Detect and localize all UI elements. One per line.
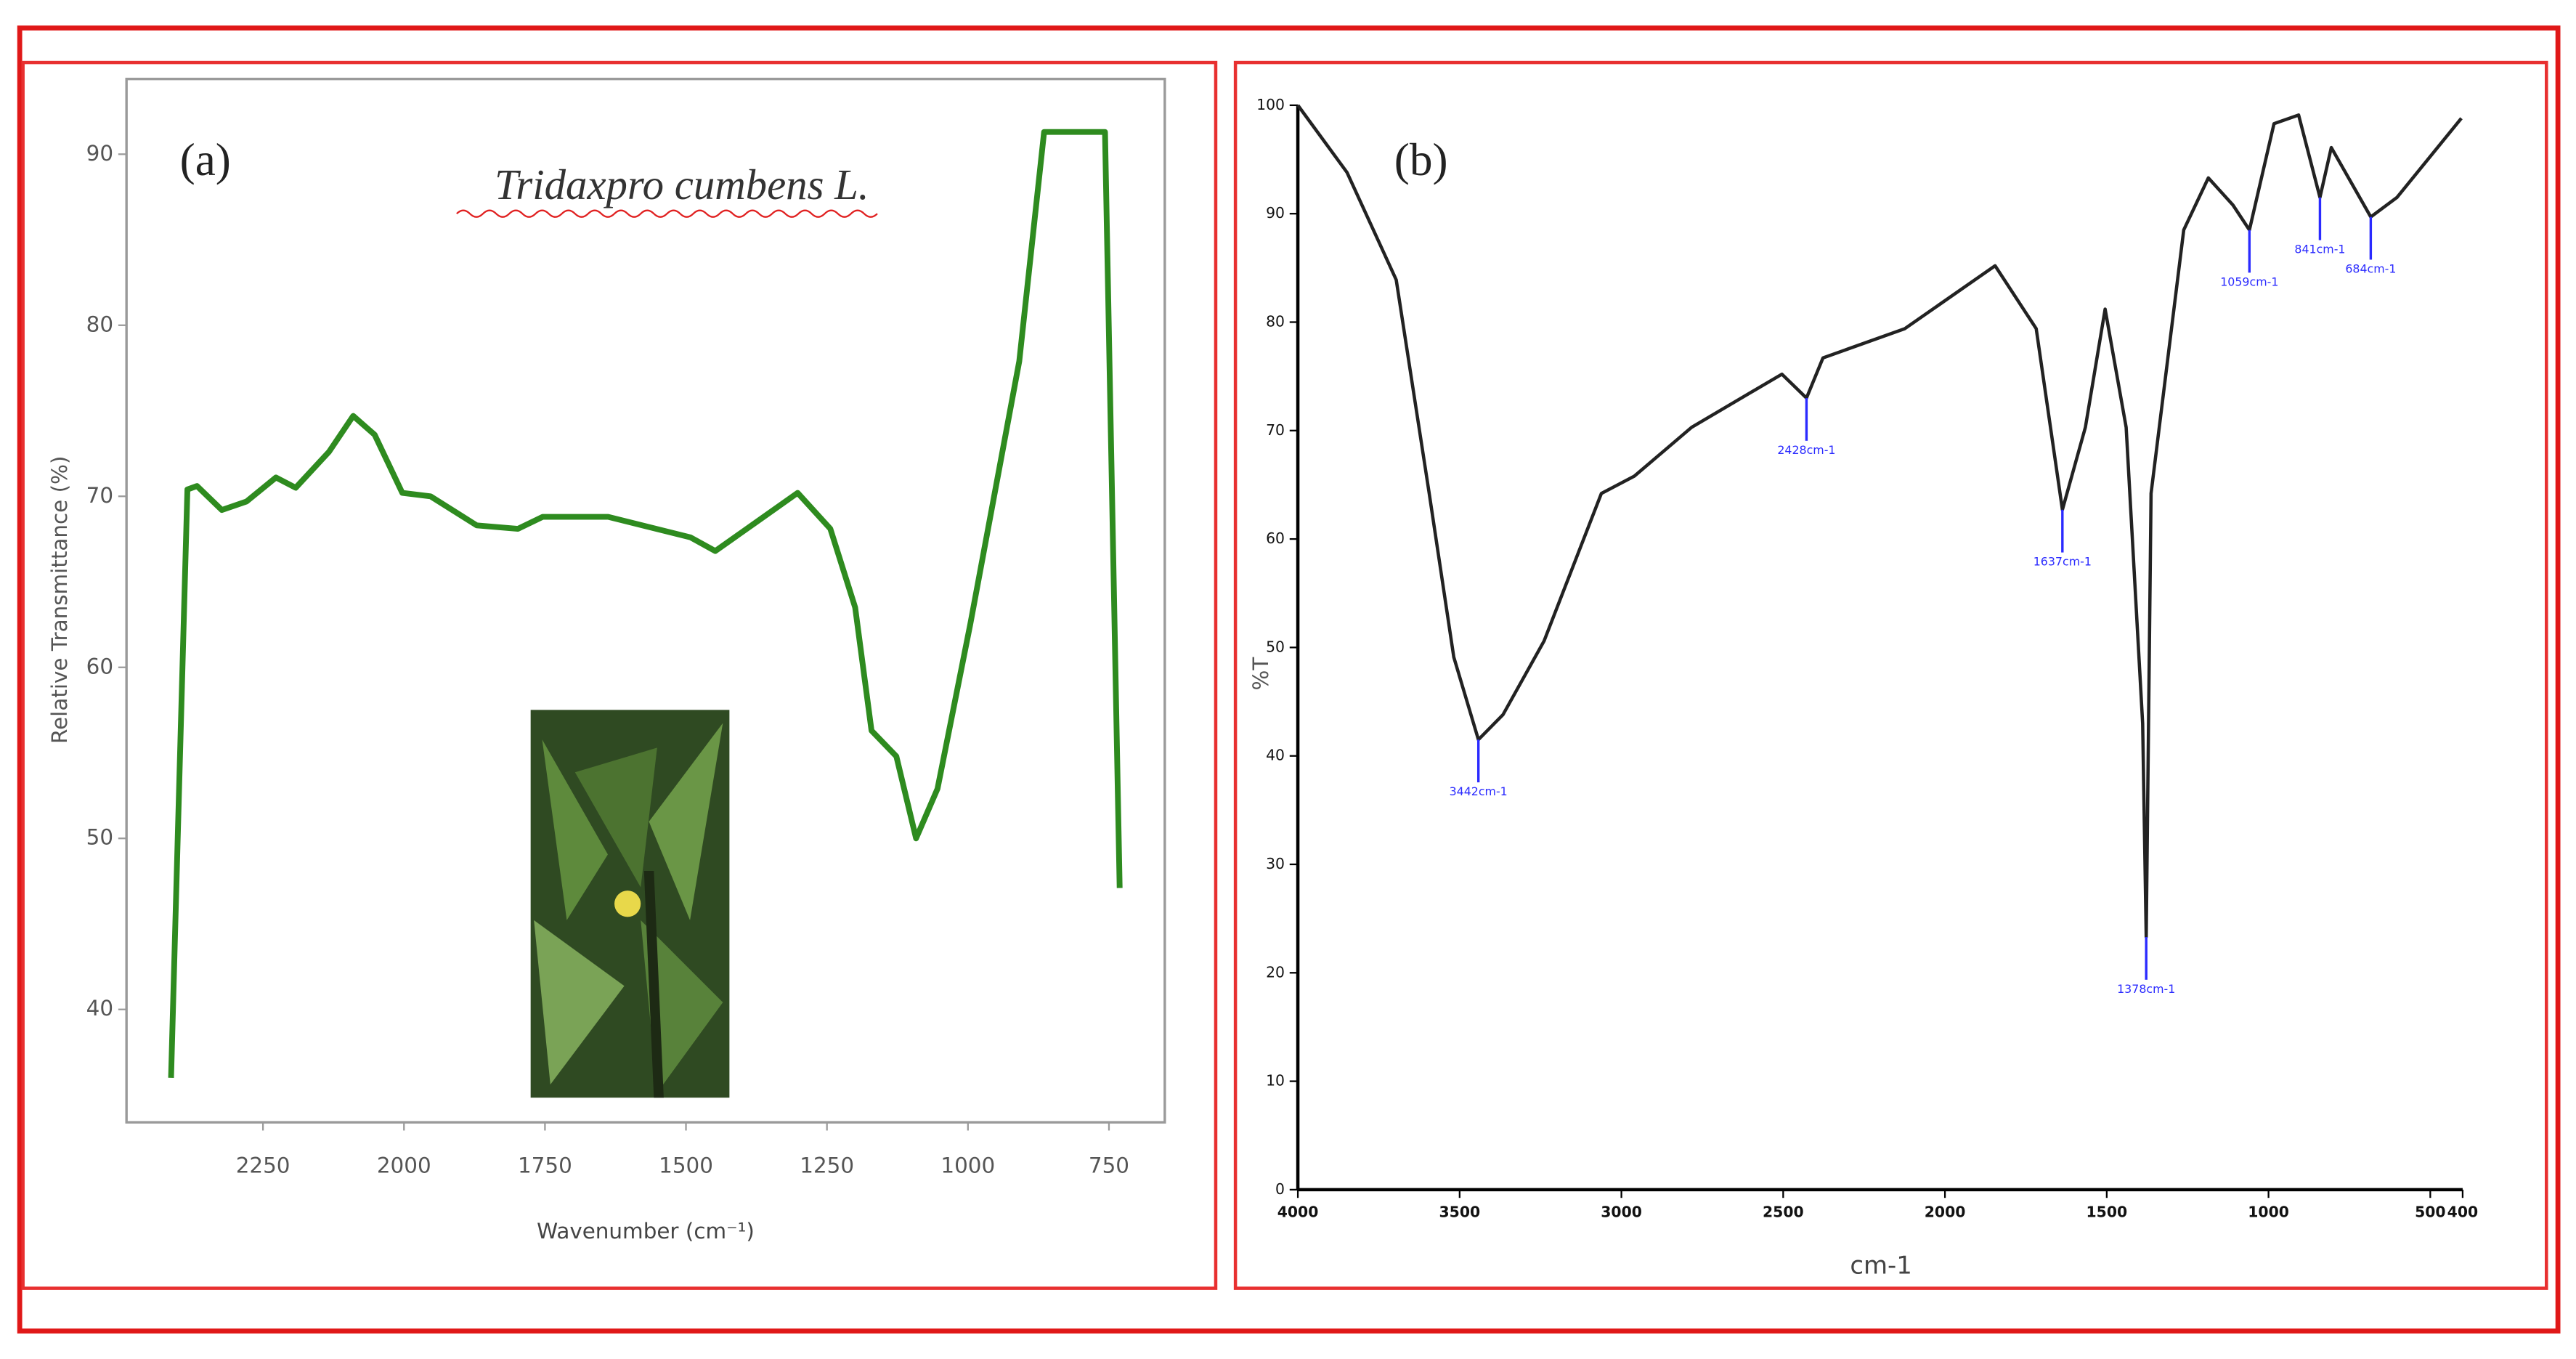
spell-underline <box>456 209 878 218</box>
y-tick-label: 80 <box>86 312 113 336</box>
x-axis-label: cm-1 <box>1850 1252 1912 1281</box>
y-tick-label: 90 <box>1266 204 1285 222</box>
outer-frame <box>17 25 2561 1334</box>
y-tick-label: 50 <box>1266 638 1285 655</box>
spectrum-line <box>168 129 1123 1079</box>
y-tick-label: 90 <box>86 141 113 166</box>
x-axis-label: Wavenumber (cm⁻¹) <box>537 1219 755 1244</box>
x-tick-label: 1750 <box>518 1153 572 1178</box>
x-tick-label: 2000 <box>1925 1204 1966 1221</box>
y-tick-label: 80 <box>1266 312 1285 330</box>
peak-label: 841cm-1 <box>2294 243 2345 256</box>
y-tick-label: 20 <box>1266 963 1285 981</box>
x-tick-label: 1500 <box>2087 1204 2128 1221</box>
x-tick-label: 1000 <box>940 1153 995 1178</box>
y-tick-label: 40 <box>1266 747 1285 764</box>
panel-label: (b) <box>1394 134 1448 185</box>
y-tick-label: 70 <box>1266 421 1285 439</box>
plot-frame-a <box>125 77 1166 1124</box>
panel-label: (a) <box>180 134 231 185</box>
x-tick-label: 400 <box>2447 1204 2478 1221</box>
peak-label: 684cm-1 <box>2345 262 2396 276</box>
x-tick-label: 3500 <box>1439 1204 1481 1221</box>
x-tick-label: 1250 <box>800 1153 854 1178</box>
peak-label: 2428cm-1 <box>1777 443 1835 457</box>
peak-label: 1378cm-1 <box>2117 982 2175 996</box>
panel-a-frame <box>21 60 1218 1290</box>
species-name: Tridaxpro cumbens L. <box>495 161 869 208</box>
peak-label: 1059cm-1 <box>2220 275 2278 288</box>
x-tick-label: 2500 <box>1763 1204 1804 1221</box>
x-tick-label: 2250 <box>236 1153 290 1178</box>
panel-b-frame <box>1233 60 2548 1290</box>
peak-label: 3442cm-1 <box>1450 784 1508 798</box>
x-tick-label: 1000 <box>2248 1204 2289 1221</box>
y-tick-label: 10 <box>1266 1072 1285 1090</box>
y-tick-label: 0 <box>1275 1180 1285 1198</box>
y-tick-label: 60 <box>1266 530 1285 547</box>
peak-label: 1637cm-1 <box>2033 555 2092 569</box>
y-axis-label: Relative Transmittance (%) <box>47 456 72 744</box>
x-tick-label: 2000 <box>377 1153 431 1178</box>
y-tick-label: 50 <box>86 825 113 850</box>
plant-photo <box>530 710 730 1098</box>
y-axis-label: %T <box>1248 657 1273 691</box>
y-tick-label: 30 <box>1266 855 1285 872</box>
x-tick-label: 500 <box>2415 1204 2445 1221</box>
y-tick-label: 70 <box>86 483 113 508</box>
x-tick-label: 750 <box>1089 1153 1129 1178</box>
x-tick-label: 3000 <box>1601 1204 1642 1221</box>
y-tick-label: 100 <box>1256 96 1285 113</box>
x-tick-label: 4000 <box>1277 1204 1319 1221</box>
x-tick-label: 1500 <box>659 1153 713 1178</box>
y-tick-label: 40 <box>86 996 113 1021</box>
y-tick-label: 60 <box>86 654 113 678</box>
